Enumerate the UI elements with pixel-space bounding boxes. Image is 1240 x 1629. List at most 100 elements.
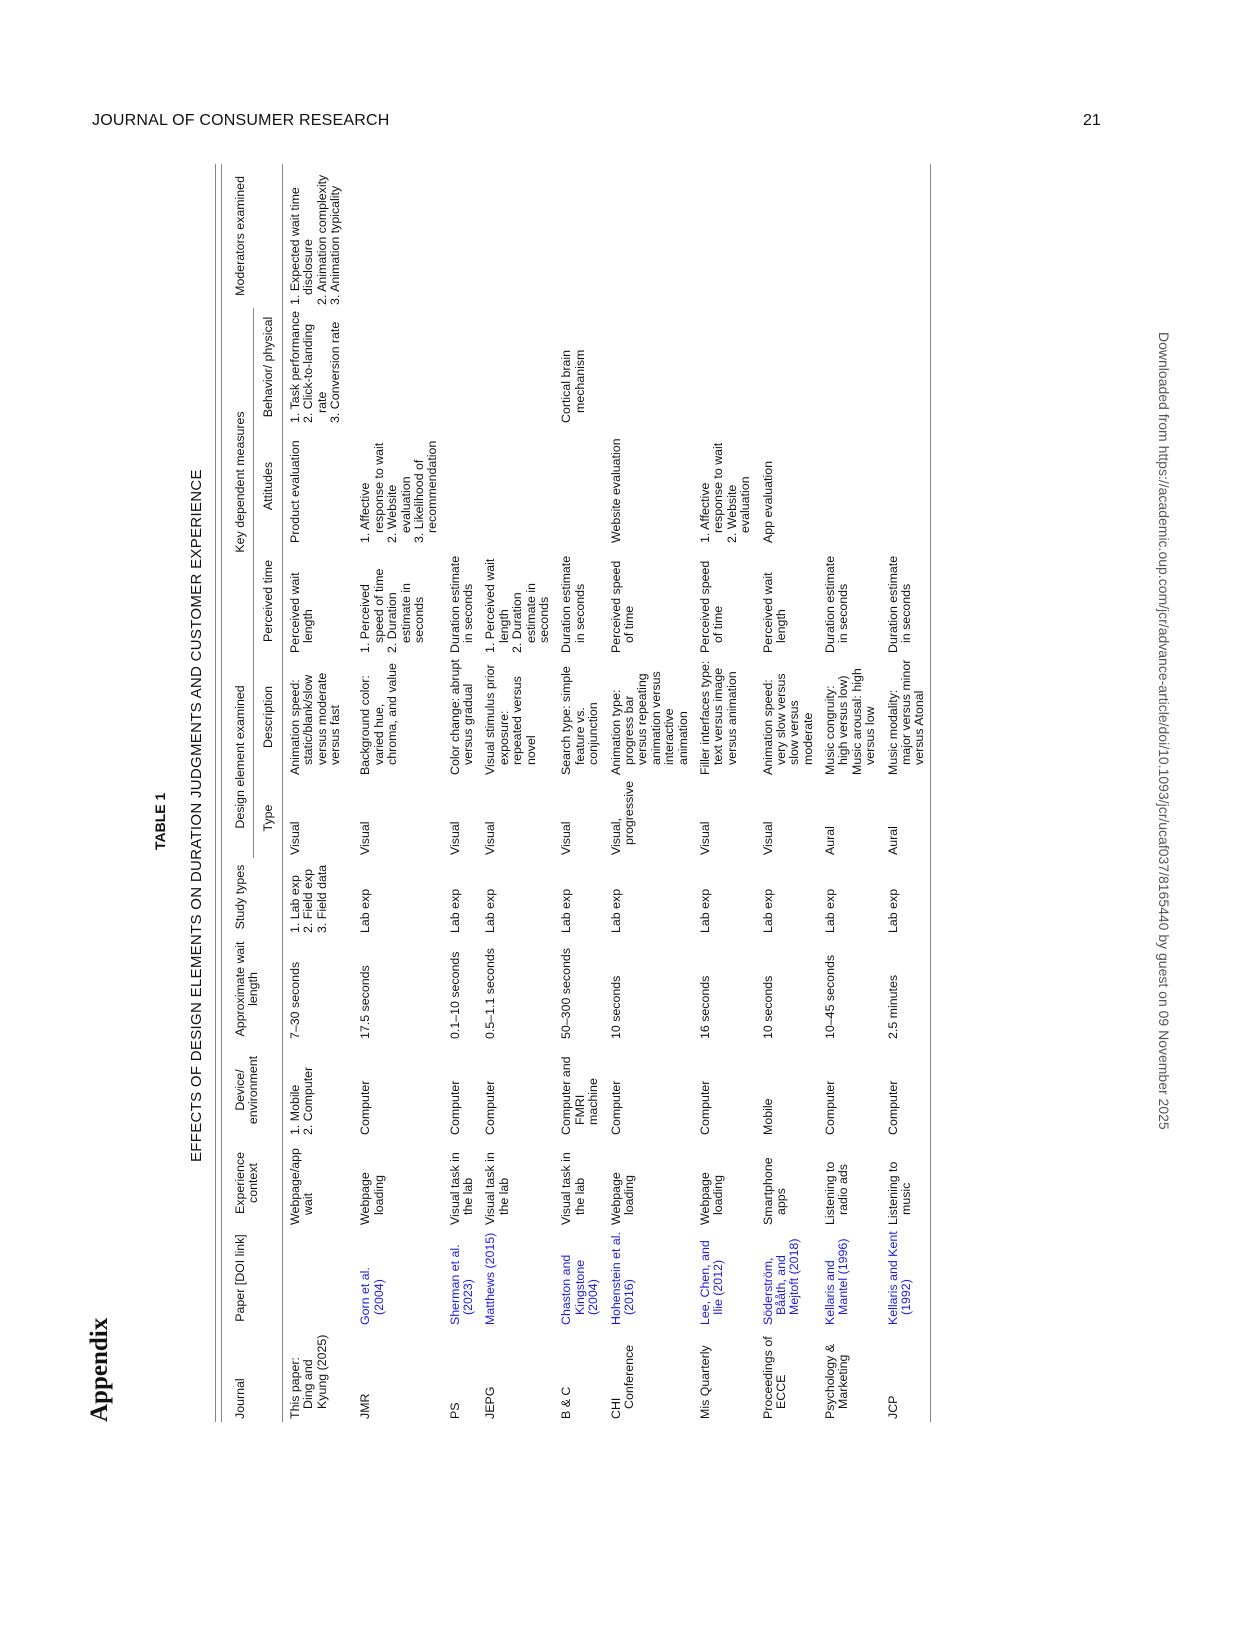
design-elements-table: Journal Paper [DOI link] Experience cont…	[226, 163, 931, 1422]
cell-wait: 17.5 seconds	[345, 936, 442, 1042]
cell-text: Computer	[885, 1080, 900, 1135]
cell-type: Aural	[880, 778, 931, 858]
cell-context: Smartphone apps	[756, 1138, 819, 1228]
cell-wait: 2.5 minutes	[880, 936, 931, 1042]
paper-link[interactable]: Hohenstein et al. (2016)	[608, 1232, 636, 1325]
cell-text: Visual stimulus prior exposure: repeated…	[483, 664, 538, 775]
cell-moderators	[756, 164, 819, 308]
cell-behavior	[478, 308, 554, 426]
paper-link[interactable]: Kellaris and Mantel (1996)	[823, 1238, 851, 1325]
table-row: Proceedings of ECCE Söderström, Bååth, an…	[756, 164, 819, 1422]
cell-attitudes: Product evaluation	[282, 426, 345, 546]
cell-text: Aural	[823, 826, 838, 855]
cell-description: Music modality: major versus minor versu…	[880, 655, 931, 778]
cell-paper: Gorn et al. (2004)	[345, 1228, 442, 1328]
header-device: Device/ environment	[226, 1042, 283, 1138]
cell-text: App evaluation	[760, 461, 775, 543]
cell-attitudes	[818, 426, 881, 546]
cell-wait: 10–45 seconds	[818, 936, 881, 1042]
cell-context: Listening to radio ads	[818, 1138, 881, 1228]
page-number: 21	[1083, 112, 1101, 129]
cell-wait: 0.5–1.1 seconds	[478, 936, 554, 1042]
cell-paper: Söderström, Bååth, and Mejtoft (2018)	[756, 1228, 819, 1328]
header-design-group: Design element examined	[226, 655, 254, 858]
paper-link[interactable]: Matthews (2015)	[483, 1232, 498, 1325]
cell-text: Duration estimate in seconds	[885, 555, 914, 653]
cell-text: Lab exp	[483, 888, 498, 933]
cell-text: 3. Field data	[314, 864, 329, 933]
cell-text: 1. Perceived wait length	[483, 558, 511, 653]
cell-journal: Mis Quarterly	[693, 1328, 756, 1422]
table-row: This paper: Ding and Kyung (2025) Webpage…	[282, 164, 345, 1422]
paper-link[interactable]: Lee, Chen, and Ilie (2012)	[697, 1240, 726, 1325]
cell-text: Search type: simple feature vs. conjunct…	[559, 666, 601, 775]
cell-perceived: Perceived wait length	[282, 546, 345, 656]
cell-text: 1. Mobile	[287, 1084, 302, 1135]
cell-text: Website evaluation	[608, 438, 623, 543]
cell-attitudes	[554, 426, 603, 546]
cell-text: Proceedings of ECCE	[760, 1336, 788, 1419]
cell-text: Music modality: major versus minor versu…	[885, 659, 927, 775]
cell-text: Computer	[697, 1080, 712, 1135]
cell-text: 16 seconds	[697, 975, 712, 1039]
cell-text: Visual	[358, 821, 373, 855]
appendix-heading: Appendix	[86, 1317, 113, 1422]
header-context: Experience context	[226, 1138, 283, 1228]
cell-behavior	[880, 307, 931, 426]
cell-text: Perceived speed of time	[697, 560, 726, 653]
cell-text: Perceived wait length	[287, 572, 316, 653]
cell-paper: Chaston and Kingstone (2004)	[554, 1228, 603, 1328]
cell-text: 0.1–10 seconds	[447, 951, 462, 1040]
cell-type: Visual	[443, 778, 479, 858]
cell-journal: This paper: Ding and Kyung (2025)	[282, 1328, 345, 1422]
cell-wait: 10 seconds	[604, 936, 693, 1042]
cell-perceived: 1. Perceived wait length 2. Duration esti…	[478, 546, 554, 656]
paper-link[interactable]: Gorn et al. (2004)	[358, 1267, 386, 1325]
paper-link[interactable]: Sherman et al. (2023)	[447, 1244, 476, 1325]
cell-text: Lab exp	[559, 888, 574, 933]
cell-text: Webpage loading	[608, 1172, 636, 1225]
paper-link[interactable]: Söderström, Bååth, and Mejtoft (2018)	[760, 1238, 802, 1325]
cell-device: Computer	[604, 1042, 693, 1138]
cell-study: Lab exp	[693, 858, 756, 936]
cell-behavior	[756, 308, 819, 426]
cell-context: Visual task in the lab	[478, 1138, 554, 1228]
cell-text: 2. Field exp	[301, 868, 316, 933]
cell-text: Computer	[823, 1080, 838, 1135]
cell-context: Visual task in the lab	[554, 1138, 603, 1228]
cell-text: Listening to music	[885, 1161, 914, 1225]
cell-text: Perceived speed of time	[608, 560, 636, 653]
cell-context: Webpage/app wait	[282, 1138, 345, 1228]
cell-text: 2. Website evaluation	[724, 476, 753, 543]
cell-type: Visual	[554, 778, 603, 858]
cell-text: 2. Click-to-landing rate	[301, 323, 329, 423]
cell-text: Lab exp	[697, 888, 712, 933]
cell-study: Lab exp	[880, 858, 931, 936]
cell-attitudes: Website evaluation	[604, 426, 693, 546]
running-head: JOURNAL OF CONSUMER RESEARCH	[92, 112, 390, 129]
paper-link[interactable]: Chaston and Kingstone (2004)	[559, 1254, 601, 1325]
cell-text: Lab exp	[358, 888, 373, 933]
cell-context: Webpage loading	[693, 1138, 756, 1228]
cell-text: Duration estimate in seconds	[559, 555, 587, 653]
cell-perceived: Duration estimate in seconds	[880, 545, 931, 656]
header-paper: Paper [DOI link]	[226, 1228, 283, 1328]
cell-study: Lab exp	[345, 858, 442, 936]
table-label: TABLE 1	[152, 792, 168, 850]
header-study: Study types	[226, 858, 283, 936]
table-row: CHI Conference Hohenstein et al. (2016) We…	[604, 164, 693, 1422]
download-note: Downloaded from https://academic.oup.com…	[1156, 332, 1172, 1130]
cell-paper: Kellaris and Mantel (1996)	[818, 1228, 881, 1328]
cell-text: Music congruity: high versus low)	[823, 675, 851, 775]
cell-perceived: Duration estimate in seconds	[818, 546, 881, 656]
cell-description: Animation speed: very slow versus slow v…	[756, 656, 819, 778]
cell-text: Visual	[483, 821, 498, 855]
cell-text: Filler interfaces type: text versus imag…	[697, 660, 739, 775]
table-row: Mis Quarterly Lee, Chen, and Ilie (2012) W…	[693, 164, 756, 1422]
cell-description: Search type: simple feature vs. conjunct…	[554, 656, 603, 778]
cell-text: Animation type: progress bar versus repe…	[608, 671, 690, 775]
cell-moderators	[604, 164, 693, 308]
paper-link[interactable]: Kellaris and Kent (1992)	[885, 1231, 914, 1325]
cell-context: Listening to music	[880, 1138, 931, 1228]
table-row: JMR Gorn et al. (2004) Webpage loading Comp…	[345, 164, 442, 1422]
